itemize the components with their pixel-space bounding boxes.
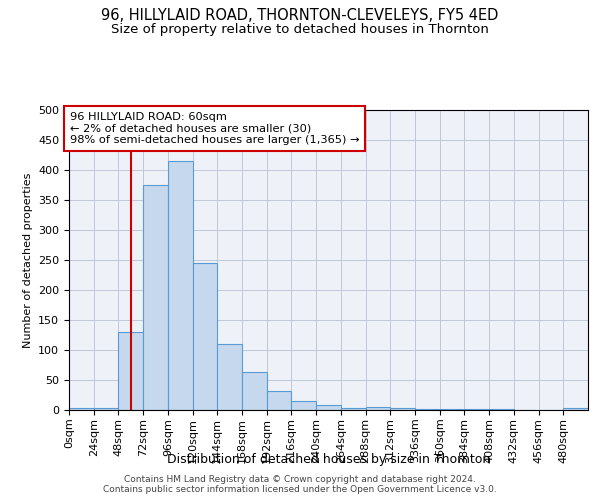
Bar [365,407,390,410]
Text: Distribution of detached houses by size in Thornton: Distribution of detached houses by size … [167,452,490,466]
Text: Contains HM Land Registry data © Crown copyright and database right 2024.
Contai: Contains HM Land Registry data © Crown c… [103,474,497,494]
Text: 96, HILLYLAID ROAD, THORNTON-CLEVELEYS, FY5 4ED: 96, HILLYLAID ROAD, THORNTON-CLEVELEYS, … [101,8,499,22]
Bar [563,408,588,410]
Text: 96 HILLYLAID ROAD: 60sqm
← 2% of detached houses are smaller (30)
98% of semi-de: 96 HILLYLAID ROAD: 60sqm ← 2% of detache… [70,112,359,145]
Bar [292,401,316,410]
Bar [193,263,217,410]
Bar [242,372,267,410]
Y-axis label: Number of detached properties: Number of detached properties [23,172,32,348]
Bar [316,405,341,410]
Bar [69,408,94,410]
Bar [143,185,168,410]
Bar [341,408,365,410]
Bar [94,408,118,410]
Bar [217,344,242,410]
Bar [118,332,143,410]
Text: Size of property relative to detached houses in Thornton: Size of property relative to detached ho… [111,22,489,36]
Bar [168,161,193,410]
Bar [390,408,415,410]
Bar [267,391,292,410]
Bar [415,409,440,410]
